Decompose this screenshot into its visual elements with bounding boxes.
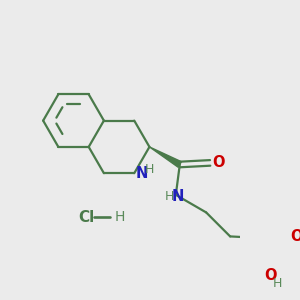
Text: Cl: Cl — [78, 210, 94, 225]
Text: N: N — [172, 189, 184, 204]
Polygon shape — [149, 147, 182, 167]
Text: O: O — [212, 155, 224, 170]
Text: H: H — [145, 163, 154, 176]
Text: H: H — [114, 210, 125, 224]
Text: O: O — [265, 268, 277, 283]
Text: N: N — [136, 166, 148, 181]
Text: H: H — [272, 277, 282, 290]
Text: O: O — [290, 229, 300, 244]
Text: H: H — [165, 190, 174, 203]
